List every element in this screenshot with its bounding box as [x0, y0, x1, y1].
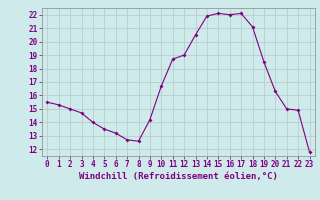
X-axis label: Windchill (Refroidissement éolien,°C): Windchill (Refroidissement éolien,°C) — [79, 172, 278, 181]
